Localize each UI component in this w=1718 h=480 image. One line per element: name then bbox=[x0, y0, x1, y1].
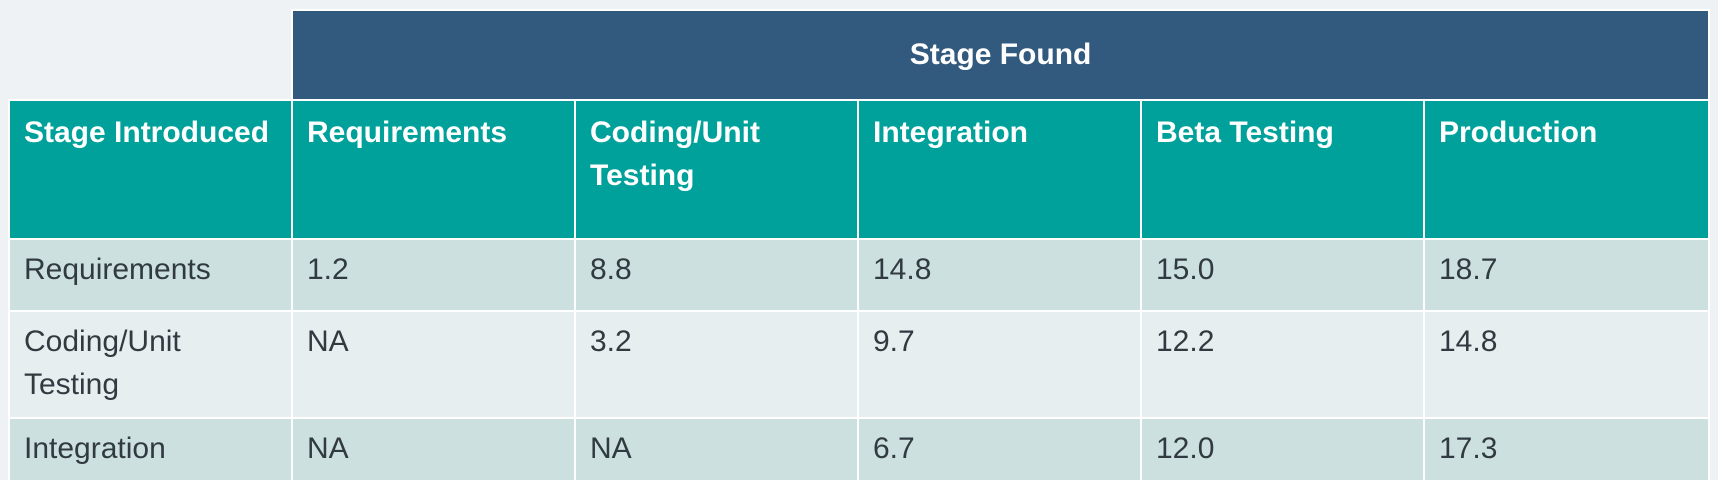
table-cell: 15.0 bbox=[1140, 238, 1425, 312]
table-cell: 8.8 bbox=[574, 238, 859, 312]
row-label: Requirements bbox=[8, 238, 293, 312]
table-cell: 12.2 bbox=[1140, 310, 1425, 419]
column-header-row: Stage Introduced Requirements Coding/Uni… bbox=[8, 99, 1711, 240]
column-header: Requirements bbox=[291, 99, 576, 240]
table-cell: 14.8 bbox=[1422, 310, 1711, 419]
table-cell: 9.7 bbox=[857, 310, 1142, 419]
row-label: Integration bbox=[8, 417, 293, 480]
column-header: Production bbox=[1422, 99, 1711, 240]
table-cell: 14.8 bbox=[857, 238, 1142, 312]
blank-corner bbox=[9, 10, 292, 100]
table-cell: 1.2 bbox=[291, 238, 576, 312]
table-cell: 12.0 bbox=[1140, 417, 1425, 480]
group-header-row: Stage Found bbox=[9, 9, 1711, 100]
stage-introduced-header: Stage Introduced bbox=[8, 99, 293, 240]
table-cell: NA bbox=[291, 417, 576, 480]
table-row: Coding/Unit Testing NA 3.2 9.7 12.2 14.8 bbox=[8, 310, 1711, 419]
column-header: Beta Testing bbox=[1140, 99, 1425, 240]
table-cell: NA bbox=[574, 417, 859, 480]
defect-cost-table: Stage Found Stage Introduced Requirement… bbox=[8, 9, 1711, 480]
table-cell: NA bbox=[291, 310, 576, 419]
table-row: Requirements 1.2 8.8 14.8 15.0 18.7 bbox=[8, 238, 1711, 312]
row-label: Coding/Unit Testing bbox=[8, 310, 293, 419]
table-cell: 18.7 bbox=[1422, 238, 1711, 312]
table-row: Integration NA NA 6.7 12.0 17.3 bbox=[8, 417, 1711, 480]
column-header: Integration bbox=[857, 99, 1142, 240]
column-header: Coding/Unit Testing bbox=[574, 99, 859, 240]
table-cell: 17.3 bbox=[1422, 417, 1711, 480]
stage-found-header: Stage Found bbox=[290, 9, 1711, 100]
table-cell: 3.2 bbox=[574, 310, 859, 419]
table-cell: 6.7 bbox=[857, 417, 1142, 480]
